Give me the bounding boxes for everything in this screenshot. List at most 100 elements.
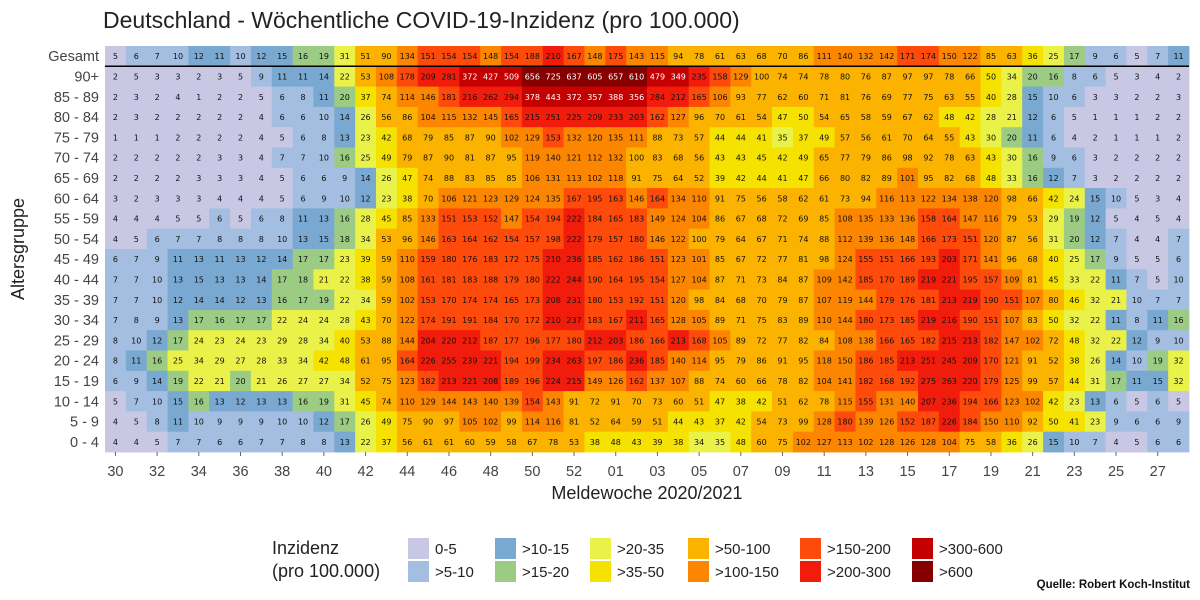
cell-value-label: 109: [1004, 275, 1019, 284]
cell-value-label: 55: [944, 133, 954, 142]
cell-value-label: 86: [757, 357, 767, 366]
heatmap-cell: [980, 208, 1002, 230]
cell-value-label: 89: [798, 316, 808, 325]
heatmap-cell: [167, 249, 189, 270]
heatmap-cell: [438, 411, 460, 433]
cell-value-label: 1: [1134, 113, 1139, 122]
cell-value-label: 166: [650, 336, 665, 345]
heatmap-cell: [125, 188, 148, 209]
heatmap-cell: [542, 289, 565, 311]
cell-value-label: 180: [566, 336, 581, 345]
cell-value-label: 216: [462, 93, 477, 102]
cell-value-label: 136: [879, 235, 894, 244]
cell-value-label: 21: [256, 377, 266, 386]
cell-value-label: 59: [381, 255, 391, 264]
heatmap-cell: [1168, 46, 1190, 67]
heatmap-cell: [1084, 249, 1107, 270]
heatmap-cell: [313, 188, 335, 209]
cell-value-label: 10: [152, 296, 162, 305]
cell-value-label: 213: [900, 357, 915, 366]
cell-value-label: 37: [381, 438, 391, 447]
heatmap-cell: [855, 208, 877, 230]
cell-value-label: 26: [381, 174, 391, 183]
heatmap-cell: [1147, 106, 1169, 128]
heatmap-cell: [417, 66, 439, 87]
y-tick-label: 35 - 39: [54, 293, 99, 309]
heatmap-cell: [751, 330, 773, 351]
y-tick-label: 0 - 4: [70, 435, 99, 451]
cell-value-label: 137: [650, 377, 665, 386]
heatmap-cell: [521, 370, 544, 392]
heatmap-cell: [230, 46, 252, 67]
heatmap-cell: [751, 188, 773, 209]
cell-value-label: 6: [1155, 397, 1160, 406]
cell-value-label: 94: [673, 52, 683, 61]
cell-value-label: 610: [629, 72, 644, 81]
heatmap-cell: [1001, 370, 1023, 392]
cell-value-label: 35: [715, 438, 725, 447]
cell-value-label: 38: [360, 275, 370, 284]
cell-value-label: 3: [134, 93, 139, 102]
cell-value-label: 234: [546, 357, 561, 366]
cell-value-label: 165: [608, 215, 623, 224]
heatmap-cell: [188, 249, 210, 270]
y-axis-title: Altersgruppe: [8, 198, 28, 300]
cell-value-label: 148: [587, 52, 602, 61]
heatmap-cell: [417, 289, 439, 311]
cell-value-label: 85: [444, 133, 454, 142]
legend-swatch: [590, 538, 611, 559]
cell-value-label: 123: [400, 377, 415, 386]
heatmap-cell: [250, 350, 273, 372]
heatmap-cell: [209, 249, 231, 270]
cell-value-label: 5: [113, 397, 118, 406]
cell-value-label: 90: [486, 133, 496, 142]
heatmap-cell: [501, 106, 523, 128]
heatmap-cell: [209, 431, 231, 453]
cell-value-label: 18: [298, 275, 308, 284]
cell-value-label: 14: [1111, 357, 1121, 366]
cell-value-label: 43: [631, 438, 641, 447]
cell-value-label: 79: [1007, 215, 1017, 224]
cell-value-label: 199: [525, 357, 540, 366]
cell-value-label: 110: [817, 316, 832, 325]
cell-value-label: 7: [134, 275, 139, 284]
heatmap-cell: [209, 309, 231, 331]
heatmap-cell: [292, 127, 314, 148]
cell-value-label: 85: [986, 52, 996, 61]
heatmap-cell: [605, 228, 627, 250]
heatmap-cell: [667, 330, 690, 351]
heatmap-cell: [959, 167, 981, 189]
cell-value-label: 2: [1176, 133, 1181, 142]
heatmap-cell: [188, 228, 210, 250]
heatmap-cell: [396, 269, 419, 290]
cell-value-label: 87: [798, 296, 808, 305]
heatmap-cell: [709, 309, 731, 331]
y-tick-label: Gesamt: [48, 49, 99, 65]
heatmap-cell: [980, 431, 1002, 453]
heatmap-cell: [1126, 269, 1148, 290]
heatmap-cell: [334, 330, 356, 351]
heatmap-cell: [876, 370, 898, 392]
heatmap-cell: [626, 330, 648, 351]
cell-value-label: 89: [715, 316, 725, 325]
heatmap-cell: [667, 411, 690, 433]
heatmap-cell: [855, 46, 877, 67]
cell-value-label: 15: [194, 275, 204, 284]
x-tick-label: 05: [691, 464, 707, 480]
heatmap-cell: [876, 188, 898, 209]
cell-value-label: 204: [420, 336, 435, 345]
heatmap-cell: [813, 106, 836, 128]
heatmap-cell: [313, 46, 335, 67]
cell-value-label: 143: [629, 52, 644, 61]
cell-value-label: 87: [1007, 235, 1017, 244]
heatmap-cell: [1147, 350, 1169, 372]
heatmap-cell: [605, 208, 627, 230]
heatmap-cell: [376, 411, 398, 433]
heatmap-cell: [542, 431, 565, 453]
heatmap-cell: [188, 66, 210, 87]
heatmap-cell: [1001, 269, 1023, 290]
cell-value-label: 11: [1153, 316, 1163, 325]
cell-value-label: 48: [611, 438, 621, 447]
heatmap-cell: [459, 147, 481, 169]
heatmap-cell: [146, 188, 168, 209]
